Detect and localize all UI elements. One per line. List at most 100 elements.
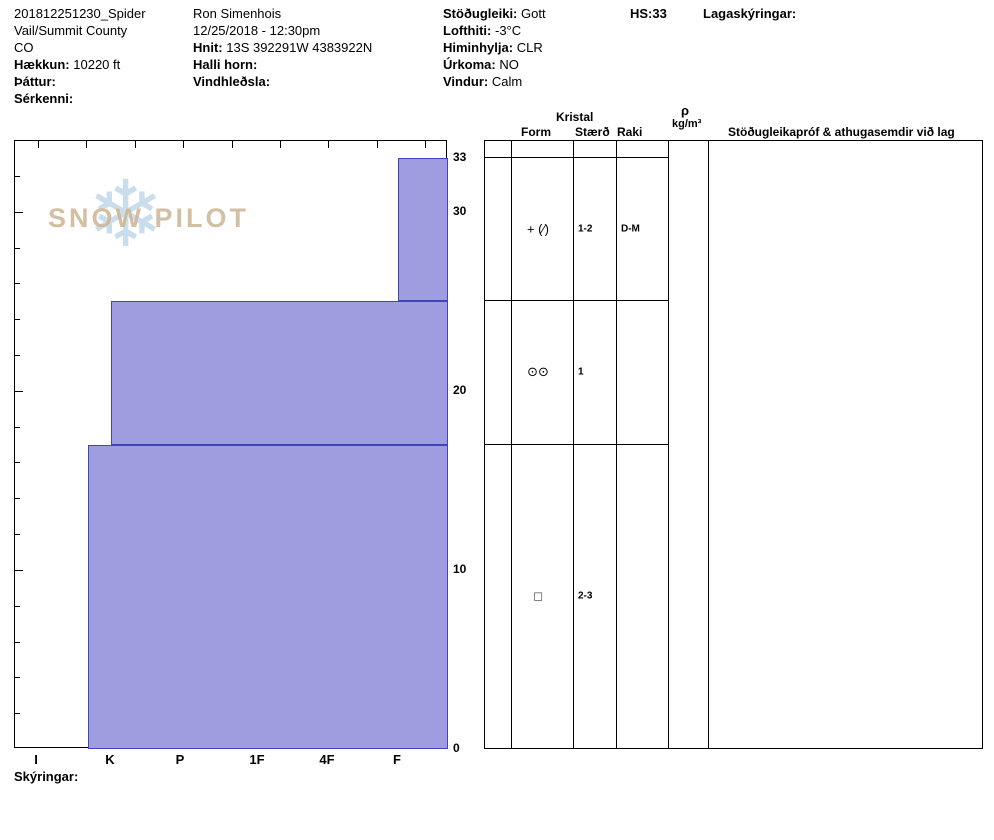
- snowflake-logo-icon: ❄: [87, 164, 165, 266]
- sky-row: Himinhylja: CLR: [443, 39, 546, 56]
- airtemp-label: Lofthiti:: [443, 23, 492, 38]
- hardness-tick-label: 4F: [319, 752, 335, 767]
- sky-label: Himinhylja:: [443, 40, 514, 55]
- depth-axis-tick: [15, 355, 20, 356]
- snow-layer-bar: [88, 444, 448, 749]
- moisture-cell: D-M: [621, 223, 640, 235]
- elevation-row: Hækkun: 10220 ft: [14, 56, 146, 73]
- coords-label: Hnit:: [193, 40, 223, 55]
- depth-axis-tick: [15, 641, 20, 643]
- pit-id: 201812251230_Spider: [14, 6, 146, 21]
- form-column-header: Form: [521, 125, 551, 139]
- hardness-axis-tick: [183, 141, 185, 148]
- airtemp-value: -3°C: [495, 23, 522, 38]
- notes-footer-label: Skýringar:: [14, 769, 79, 784]
- grain-form-cell: □: [534, 588, 542, 604]
- hardness-axis-tick: [280, 141, 281, 148]
- hardness-tick-label: F: [393, 752, 401, 767]
- depth-tick-label: 10: [453, 561, 467, 576]
- hs-value: 33: [652, 6, 667, 21]
- wind-label: Vindur:: [443, 74, 489, 89]
- hardness-profile-chart: ❄ SNOW PILOT: [14, 140, 448, 749]
- hardness-axis-tick: [86, 141, 88, 148]
- elevation-label: Hækkun:: [14, 57, 70, 72]
- snow-layer-bar: [398, 158, 448, 302]
- pit-datetime: 12/25/2018 - 12:30pm: [193, 23, 321, 38]
- density-symbol-header: ρ: [681, 103, 690, 118]
- hardness-axis-tick: [425, 141, 427, 148]
- features-label: Sérkenni:: [14, 91, 74, 106]
- slope-label: Halli horn:: [193, 57, 258, 72]
- wind-value: Calm: [491, 74, 523, 89]
- header-column-observer: Ron Simenhois 12/25/2018 - 12:30pm Hnit:…: [193, 5, 372, 90]
- kristal-header: Kristal: [556, 110, 594, 124]
- wind-row: Vindur: Calm: [443, 73, 546, 90]
- depth-axis-tick: [15, 462, 20, 464]
- observer-name: Ron Simenhois: [193, 6, 282, 21]
- hardness-axis-tick: [376, 141, 378, 148]
- grain-size-cell: 2-3: [578, 590, 593, 602]
- hardness-tick-label: 1F: [249, 752, 265, 767]
- hardness-axis-tick: [328, 141, 330, 148]
- depth-axis-tick: [15, 569, 23, 571]
- hardness-tick-label: P: [175, 752, 185, 767]
- stability-value: Gott: [521, 6, 546, 21]
- comments-column-header: Stöðugleikapróf & athugasemdir við lag: [728, 125, 955, 139]
- coords-value: 13S 392291W 4383922N: [226, 40, 373, 55]
- depth-axis-tick: [15, 677, 20, 679]
- table-horizontal-line: [484, 140, 983, 141]
- precip-value: NO: [499, 57, 519, 72]
- aspect-row: Þáttur:: [14, 73, 146, 90]
- header-column-pit: 201812251230_Spider Vail/Summit County C…: [14, 5, 146, 107]
- features-row: Sérkenni:: [14, 90, 146, 107]
- density-unit-header: kg/m³: [672, 118, 702, 130]
- pit-location: Vail/Summit County: [14, 23, 128, 38]
- grain-form-cell: ⊙⊙: [527, 363, 549, 379]
- depth-axis-tick: [15, 390, 23, 392]
- snowpilot-watermark: SNOW PILOT: [48, 203, 249, 233]
- hardness-tick-label: I: [34, 752, 38, 767]
- coords-row: Hnit: 13S 392291W 4383922N: [193, 39, 372, 56]
- depth-axis-tick: [15, 498, 20, 500]
- hardness-axis-tick: [38, 141, 39, 148]
- hs-total-depth: HS:33: [630, 5, 667, 22]
- depth-tick-label: 0: [453, 741, 460, 755]
- size-column-header: Stærð: [575, 125, 610, 139]
- layer-boundary-line: [484, 157, 669, 158]
- table-vertical-line: [982, 140, 983, 748]
- aspect-label: Þáttur:: [14, 74, 56, 89]
- slope-row: Halli horn:: [193, 56, 372, 73]
- layer-boundary-line: [484, 443, 669, 445]
- windloading-label: Vindhleðsla:: [193, 74, 271, 89]
- depth-axis-tick: [15, 534, 20, 536]
- precip-label: Úrkoma:: [443, 57, 496, 72]
- depth-axis-tick: [15, 175, 20, 177]
- moisture-column-header: Raki: [617, 125, 643, 139]
- windloading-row: Vindhleðsla:: [193, 73, 372, 90]
- stability-label: Stöðugleiki:: [443, 6, 518, 21]
- depth-axis-tick: [15, 605, 20, 607]
- elevation-value: 10220 ft: [73, 57, 121, 72]
- depth-axis-tick: [15, 247, 20, 249]
- hardness-axis-tick: [134, 141, 136, 148]
- depth-axis-tick: [15, 211, 23, 213]
- depth-tick-label: 20: [453, 382, 467, 397]
- snow-layer-bar: [111, 301, 448, 445]
- depth-axis-tick: [15, 713, 20, 715]
- precip-row: Úrkoma: NO: [443, 56, 546, 73]
- depth-axis-tick: [15, 319, 20, 321]
- hardness-tick-label: K: [105, 752, 115, 767]
- hs-label: HS:: [630, 6, 653, 21]
- airtemp-row: Lofthiti: -3°C: [443, 22, 546, 39]
- layer-notes-header: Lagaskýringar:: [703, 6, 797, 21]
- sky-value: CLR: [516, 40, 543, 55]
- header-column-conditions: Stöðugleiki: Gott Lofthiti: -3°C Himinhy…: [443, 5, 546, 90]
- layer-boundary-line: [484, 300, 669, 302]
- grain-form-cell: + (∕): [526, 221, 550, 237]
- depth-tick-label: 33: [453, 150, 467, 164]
- pit-state: CO: [14, 40, 34, 55]
- grain-size-cell: 1: [578, 366, 584, 378]
- grain-size-cell: 1-2: [578, 223, 593, 235]
- stability-row: Stöðugleiki: Gott: [443, 5, 546, 22]
